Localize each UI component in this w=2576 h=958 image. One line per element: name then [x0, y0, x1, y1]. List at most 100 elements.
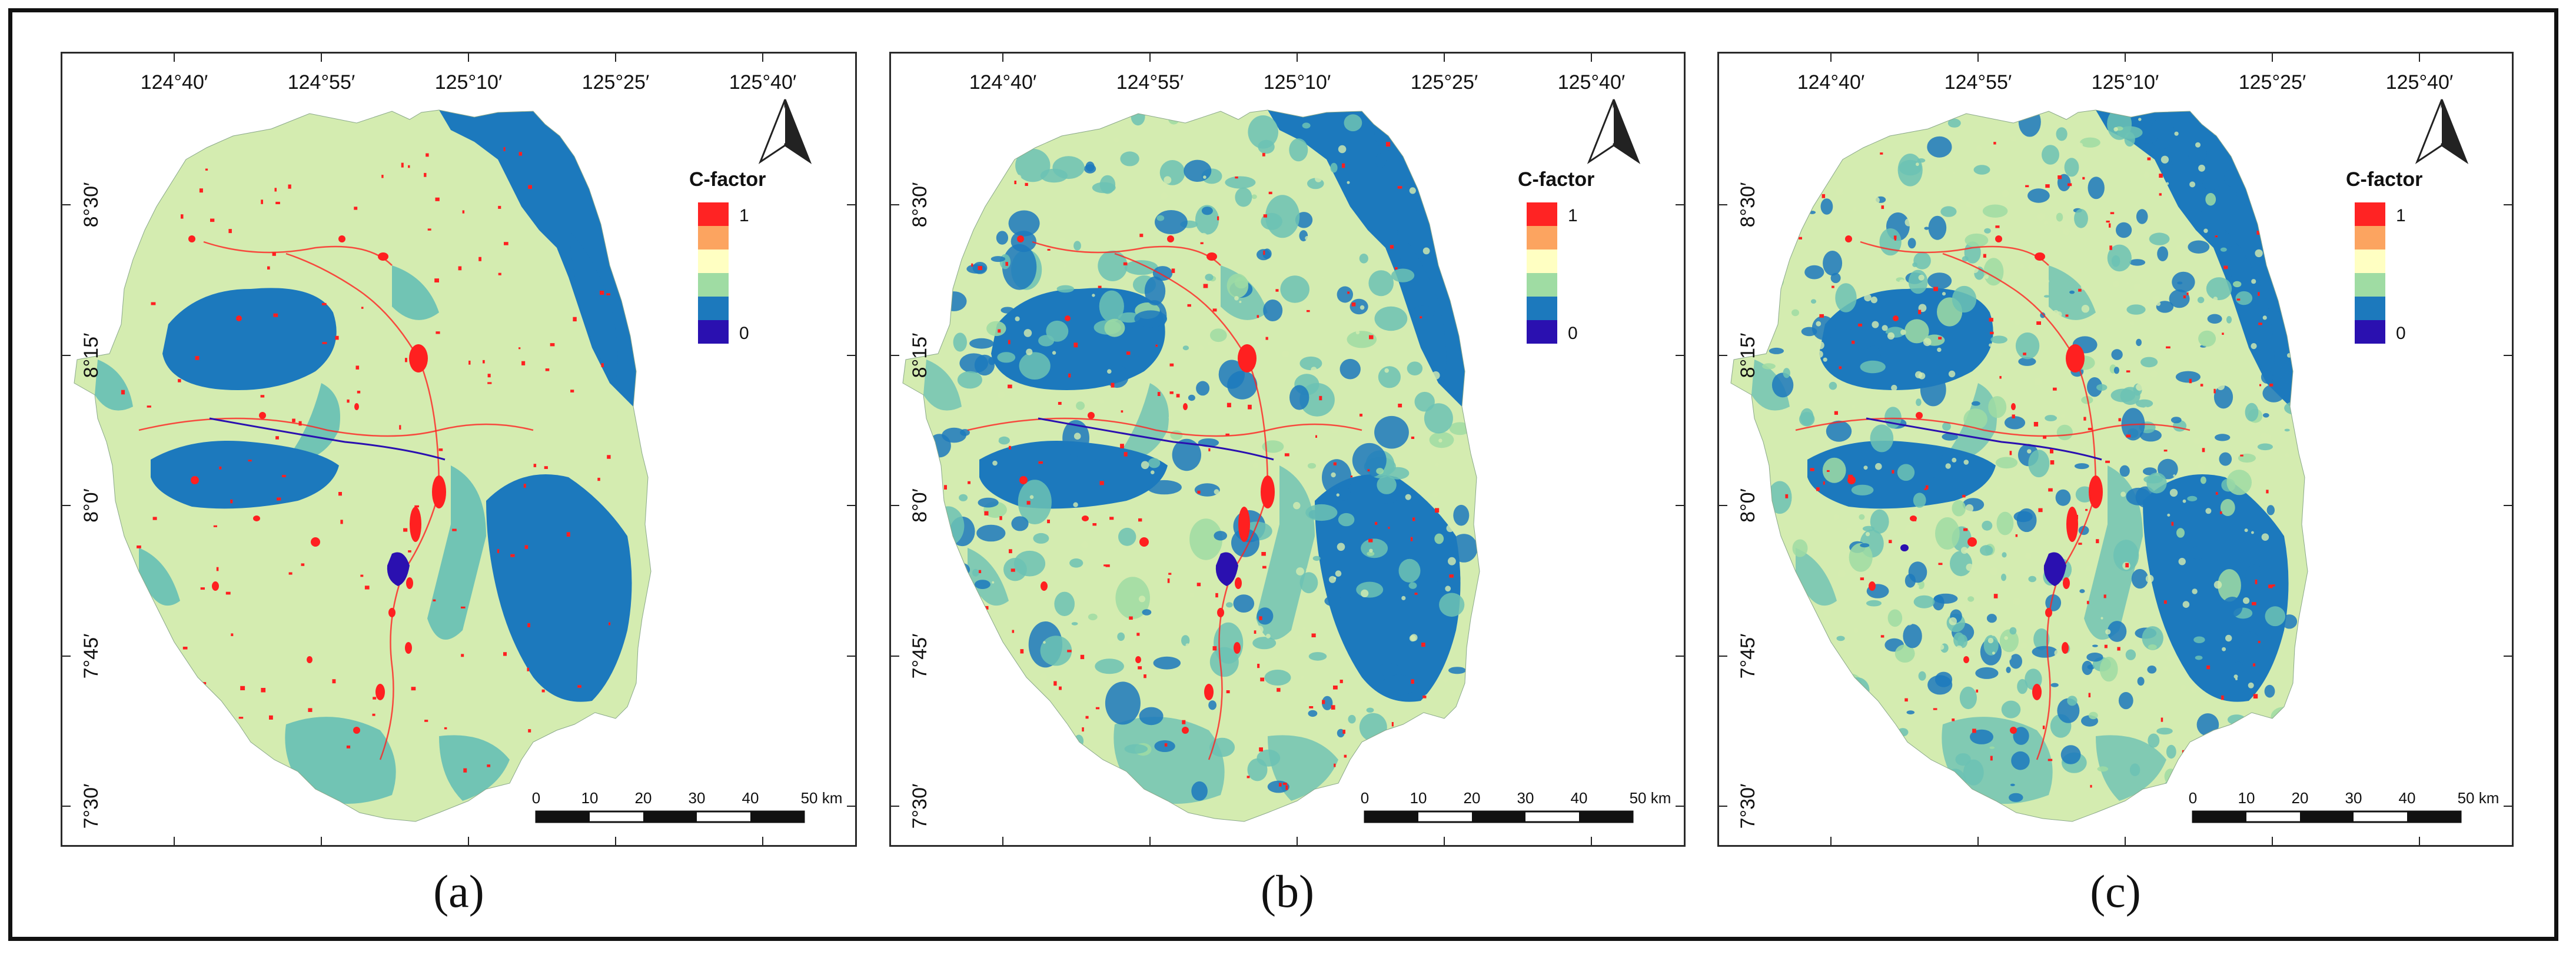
land-cover-patch: [2092, 644, 2098, 647]
urban-patch: [1938, 563, 1943, 566]
land-base-a: [74, 110, 651, 821]
land-cover-speckle: [1984, 274, 1989, 279]
land-cover-patch: [1019, 352, 1051, 380]
scale-bar-label: 0: [532, 789, 540, 807]
urban-patch: [2221, 695, 2224, 700]
land-cover-speckle: [2260, 432, 2268, 441]
urban-patch: [1916, 412, 1923, 419]
urban-patch: [2126, 370, 2130, 372]
urban-patch: [1098, 285, 1102, 288]
land-cover-speckle: [2136, 383, 2143, 391]
land-cover-speckle: [1432, 491, 1438, 497]
land-cover-speckle: [1343, 197, 1347, 200]
urban-patch: [406, 577, 413, 589]
land-cover-patch: [1766, 179, 1774, 187]
land-cover-patch: [952, 563, 970, 577]
urban-patch: [432, 475, 446, 508]
urban-patch: [1893, 315, 1899, 321]
land-cover-patch: [2045, 415, 2057, 421]
urban-patch: [1282, 783, 1287, 785]
land-cover-speckle: [2145, 574, 2154, 583]
road-line: [1246, 358, 1269, 493]
urban-patch: [533, 464, 537, 467]
urban-patch: [1344, 754, 1347, 758]
land-cover-patch: [1209, 737, 1235, 757]
urban-patch: [288, 184, 291, 189]
urban-patch: [1080, 654, 1085, 660]
land-cover-speckle: [1048, 218, 1052, 222]
land-cover-patch: [948, 696, 982, 741]
grassland-patch: [923, 360, 962, 411]
longitude-label: 125°25′: [1411, 71, 1478, 94]
urban-patch: [141, 763, 144, 766]
land-cover-speckle: [2096, 399, 2099, 403]
land-cover-patch: [1913, 595, 1935, 608]
land-cover-patch: [1092, 182, 1116, 194]
land-cover-speckle: [2080, 695, 2083, 698]
urban-patch: [1212, 308, 1217, 312]
urban-patch: [1277, 688, 1281, 692]
land-cover-speckle: [1887, 332, 1895, 340]
urban-patch: [2082, 177, 2085, 179]
urban-patch: [1105, 564, 1110, 567]
urban-patch: [1398, 404, 1402, 408]
urban-patch: [1893, 235, 1897, 239]
land-cover-speckle: [2176, 244, 2182, 251]
land-cover-patch: [1322, 459, 1352, 496]
legend-swatch: [698, 202, 729, 226]
land-cover-patch: [1338, 513, 1355, 527]
land-cover-speckle: [1870, 296, 1877, 304]
urban-patch: [1848, 474, 1853, 479]
land-cover-speckle: [2060, 414, 2066, 419]
land-cover-speckle: [1458, 318, 1462, 322]
land-cover-patch: [1251, 194, 1257, 199]
land-cover-patch: [1783, 368, 1790, 378]
land-cover-patch: [2118, 692, 2133, 710]
urban-patch: [498, 272, 501, 275]
land-cover-speckle: [1950, 548, 1956, 554]
urban-patch: [1138, 518, 1142, 522]
land-cover-speckle: [2160, 155, 2169, 164]
land-cover-patch: [1983, 258, 2004, 286]
land-cover-patch: [1227, 371, 1258, 400]
urban-patch: [408, 165, 410, 168]
land-cover-speckle: [2159, 179, 2163, 184]
land-cover-patch: [2281, 246, 2288, 254]
scale-bar-label: 20: [2292, 789, 2309, 807]
land-cover-patch: [1927, 675, 1953, 695]
scale-bar-segment: [2300, 811, 2354, 822]
urban-patch: [1182, 720, 1186, 724]
urban-patch: [521, 361, 526, 365]
urban-patch: [1234, 642, 1241, 654]
land-cover-speckle: [1990, 631, 1996, 636]
land-cover-speckle: [1911, 137, 1915, 141]
scale-bar-label: 50 km: [801, 789, 843, 807]
land-cover-patch: [1920, 373, 1946, 407]
urban-patch: [544, 466, 548, 469]
land-cover-patch: [1098, 250, 1128, 281]
land-cover-patch: [2149, 118, 2175, 149]
urban-patch: [372, 713, 375, 716]
land-cover-speckle: [1255, 626, 1264, 634]
land-cover-patch: [1299, 572, 1318, 594]
land-cover-patch: [1263, 300, 1283, 321]
land-cover-speckle: [1026, 348, 1033, 355]
land-cover-patch: [1347, 331, 1377, 348]
land-cover-patch: [1988, 396, 2007, 418]
land-base-c: [1731, 110, 2308, 821]
land-cover-patch: [1894, 644, 1915, 663]
urban-patch: [523, 484, 526, 488]
land-cover-speckle: [1823, 357, 1827, 362]
urban-patch: [1322, 700, 1325, 704]
land-cover-speckle: [2020, 642, 2027, 649]
urban-patch: [1031, 707, 1035, 711]
urban-patch: [1120, 444, 1124, 448]
land-cover-patch: [1264, 670, 1291, 686]
urban-patch: [1869, 581, 1876, 591]
land-cover-b: [903, 110, 1480, 821]
urban-patch: [267, 266, 270, 270]
land-cover-speckle: [1082, 250, 1091, 258]
longitude-label: 124°40′: [969, 71, 1037, 94]
urban-patch: [411, 511, 416, 515]
urban-patch: [979, 637, 982, 640]
